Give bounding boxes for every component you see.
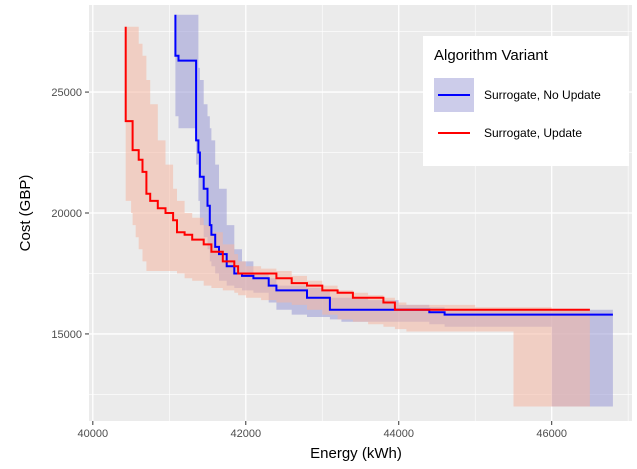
series-lines bbox=[124, 14, 613, 316]
line-series-1 bbox=[174, 14, 613, 316]
x-axis-title: Energy (kWh) bbox=[310, 445, 402, 462]
x-tick-label: 46000 bbox=[536, 428, 567, 440]
y-axis-title: Cost (GBP) bbox=[17, 175, 34, 252]
line-series-2 bbox=[124, 26, 590, 311]
y-tick-label: 15000 bbox=[51, 329, 82, 341]
y-tick-label: 25000 bbox=[51, 87, 82, 99]
legend: Algorithm Variant Surrogate, No Update S… bbox=[423, 36, 629, 166]
y-tick-label: 20000 bbox=[51, 208, 82, 220]
legend-label-2: Surrogate, Update bbox=[484, 126, 582, 140]
legend-label-1: Surrogate, No Update bbox=[484, 88, 601, 102]
confidence-bands bbox=[125, 14, 613, 407]
x-tick-label: 42000 bbox=[230, 428, 261, 440]
legend-title: Algorithm Variant bbox=[434, 47, 549, 64]
x-axis: 40000 42000 44000 46000 bbox=[78, 421, 567, 440]
band-series-1 bbox=[175, 14, 613, 407]
y-axis: 15000 20000 25000 bbox=[51, 87, 89, 341]
band-series-2 bbox=[125, 26, 590, 407]
x-tick-label: 40000 bbox=[78, 428, 109, 440]
x-tick-label: 44000 bbox=[383, 428, 414, 440]
